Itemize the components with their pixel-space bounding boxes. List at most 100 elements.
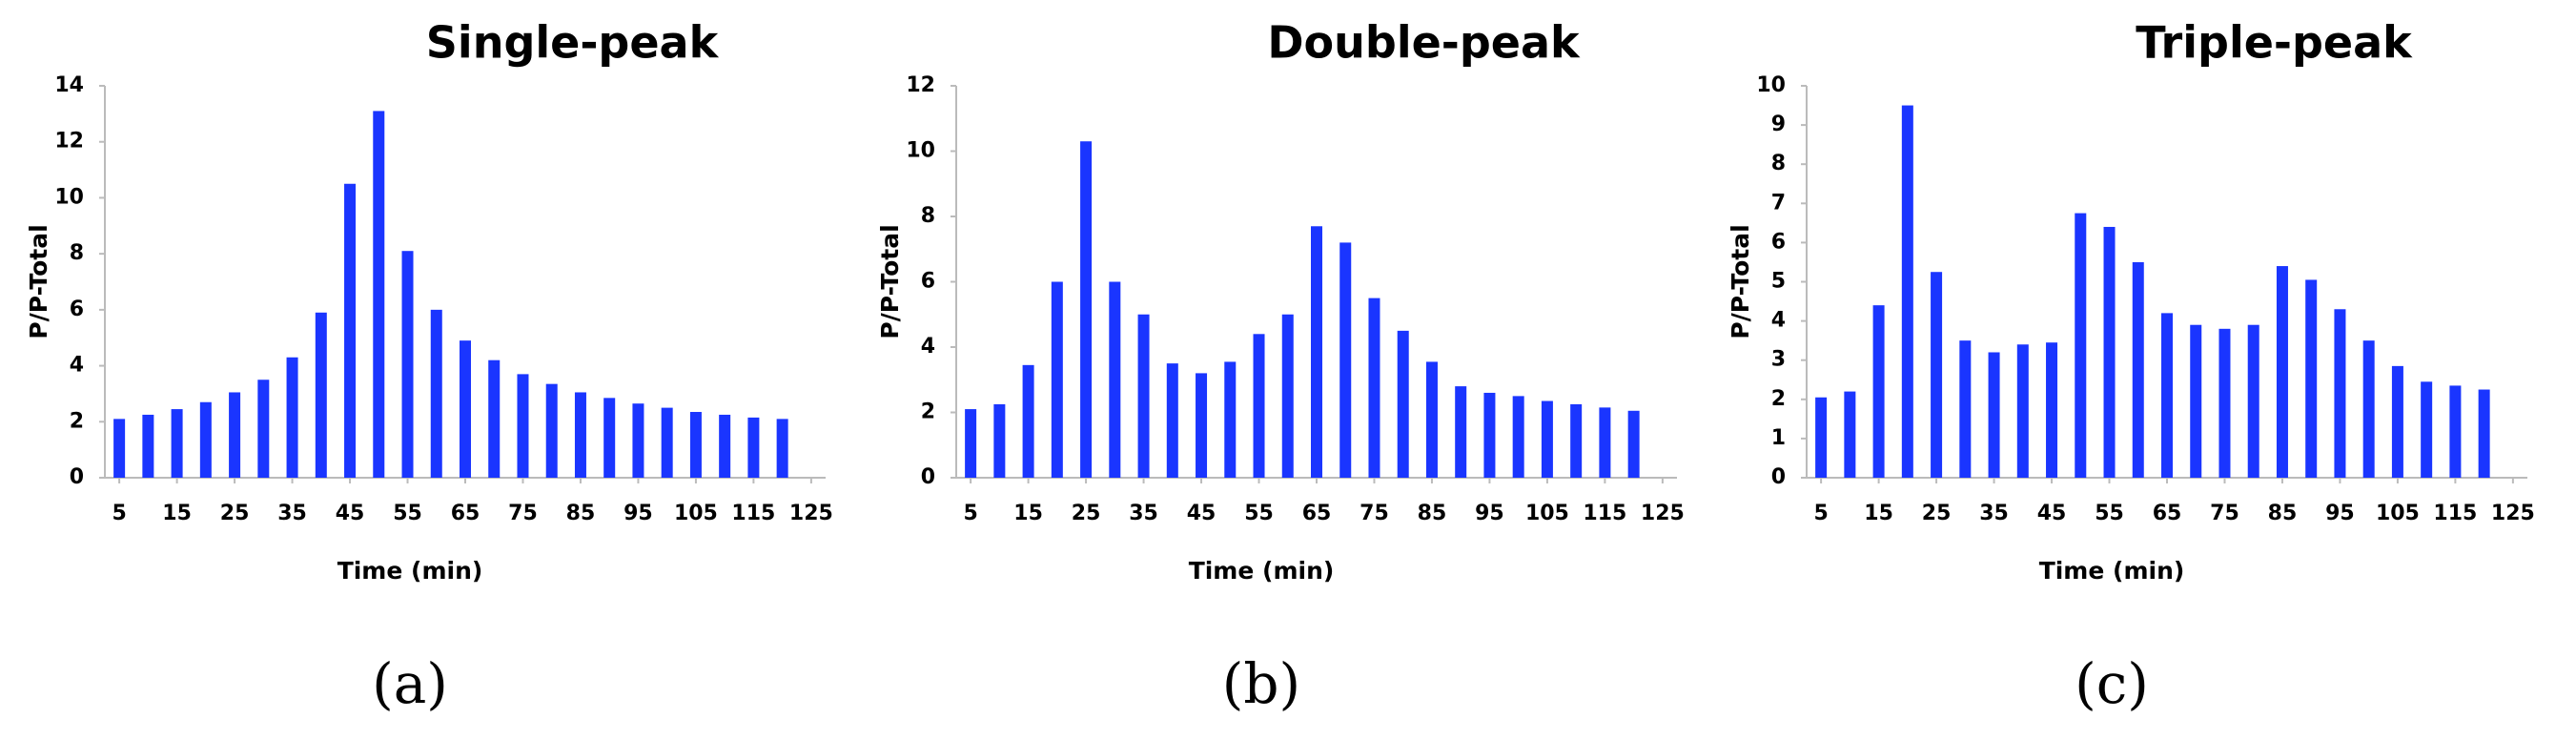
x-tick-label: 55 <box>2095 502 2124 525</box>
bar <box>632 403 644 478</box>
bar <box>142 414 154 478</box>
bar <box>1397 330 1409 478</box>
x-tick-label: 55 <box>1244 502 1274 525</box>
bar <box>229 392 241 478</box>
y-tick-label: 5 <box>1771 270 1786 294</box>
bar <box>1109 281 1121 478</box>
bar <box>2276 266 2288 478</box>
x-axis-title: Time (min) <box>2039 557 2185 585</box>
bar <box>1570 403 1583 478</box>
x-tick-label: 115 <box>1583 502 1626 525</box>
y-tick-label: 8 <box>70 241 84 265</box>
x-tick-label: 25 <box>1072 502 1101 525</box>
bar <box>2421 381 2433 478</box>
bar <box>776 419 788 478</box>
bar <box>401 251 414 478</box>
bar <box>199 401 212 478</box>
x-tick-label: 75 <box>2210 502 2239 525</box>
bar <box>2132 261 2144 478</box>
chart-title: Double-peak <box>1267 17 1581 69</box>
x-tick-label: 85 <box>2268 502 2298 525</box>
x-tick-label: 5 <box>1813 502 1828 525</box>
x-tick-label: 95 <box>1475 502 1504 525</box>
bar <box>1022 364 1034 478</box>
x-tick-label: 25 <box>1922 502 1952 525</box>
bar <box>1051 281 1063 478</box>
x-tick-label: 125 <box>1641 502 1685 525</box>
bar <box>2161 313 2173 478</box>
x-tick-label: 95 <box>624 502 653 525</box>
chart-title: Single-peak <box>426 17 720 69</box>
x-tick-label: 35 <box>277 502 307 525</box>
y-tick-label: 14 <box>54 73 84 97</box>
bar <box>1166 363 1178 478</box>
bar <box>2391 365 2403 478</box>
x-tick-label: 15 <box>162 502 192 525</box>
bar <box>2305 279 2318 478</box>
y-tick-label: 2 <box>1771 387 1786 411</box>
bar <box>1901 105 1913 479</box>
bar <box>1541 400 1553 478</box>
bar <box>1455 386 1467 478</box>
panel-label: (a) <box>372 651 448 716</box>
chart-title: Triple-peak <box>2136 17 2413 69</box>
y-tick-label: 8 <box>921 204 935 228</box>
x-tick-label: 35 <box>1129 502 1158 525</box>
x-tick-label: 115 <box>2433 502 2477 525</box>
bar <box>2016 344 2029 478</box>
x-tick-label: 45 <box>2037 502 2067 525</box>
x-tick-label: 75 <box>508 502 538 525</box>
bar <box>2247 324 2259 478</box>
bar <box>2449 385 2462 478</box>
bar <box>1931 272 1943 478</box>
bar <box>373 111 385 479</box>
y-tick-label: 6 <box>1771 230 1786 254</box>
y-tick-label: 9 <box>1771 113 1786 136</box>
bar <box>488 359 501 478</box>
bar <box>1253 334 1265 478</box>
x-tick-label: 5 <box>112 502 126 525</box>
y-tick-label: 3 <box>1771 348 1786 372</box>
y-tick-label: 10 <box>1756 73 1786 97</box>
x-tick-label: 105 <box>2376 502 2420 525</box>
y-tick-label: 8 <box>1771 152 1786 175</box>
bar <box>1483 392 1496 478</box>
bar <box>1872 305 1885 478</box>
y-tick-label: 4 <box>1771 309 1786 333</box>
y-tick-label: 0 <box>70 465 84 489</box>
bar <box>719 414 731 478</box>
y-tick-label: 12 <box>906 73 935 97</box>
bar <box>1844 391 1856 478</box>
x-tick-label: 65 <box>451 502 480 525</box>
panel-label: (c) <box>2075 651 2149 716</box>
bar <box>1959 340 1972 478</box>
y-axis-title: P/P-Total <box>876 224 904 339</box>
bar <box>747 417 760 478</box>
x-tick-label: 5 <box>963 502 977 525</box>
y-tick-label: 0 <box>921 465 935 489</box>
x-axis-title: Time (min) <box>337 557 483 585</box>
x-tick-label: 15 <box>1864 502 1893 525</box>
y-tick-label: 10 <box>54 185 84 209</box>
x-tick-label: 35 <box>1979 502 2009 525</box>
x-tick-label: 125 <box>789 502 833 525</box>
x-tick-label: 65 <box>2153 502 2182 525</box>
y-tick-label: 10 <box>906 139 935 163</box>
bar <box>1281 314 1294 478</box>
x-tick-label: 65 <box>1302 502 1332 525</box>
bar <box>430 309 442 478</box>
bar <box>2334 309 2346 478</box>
bar <box>1425 361 1438 478</box>
bar <box>286 357 298 478</box>
y-tick-label: 6 <box>70 298 84 321</box>
y-tick-label: 2 <box>70 409 84 433</box>
bar <box>1224 361 1237 478</box>
y-tick-label: 0 <box>1771 465 1786 489</box>
bar <box>344 183 357 478</box>
x-tick-label: 75 <box>1360 502 1389 525</box>
x-tick-label: 95 <box>2325 502 2355 525</box>
bar <box>1627 410 1640 478</box>
